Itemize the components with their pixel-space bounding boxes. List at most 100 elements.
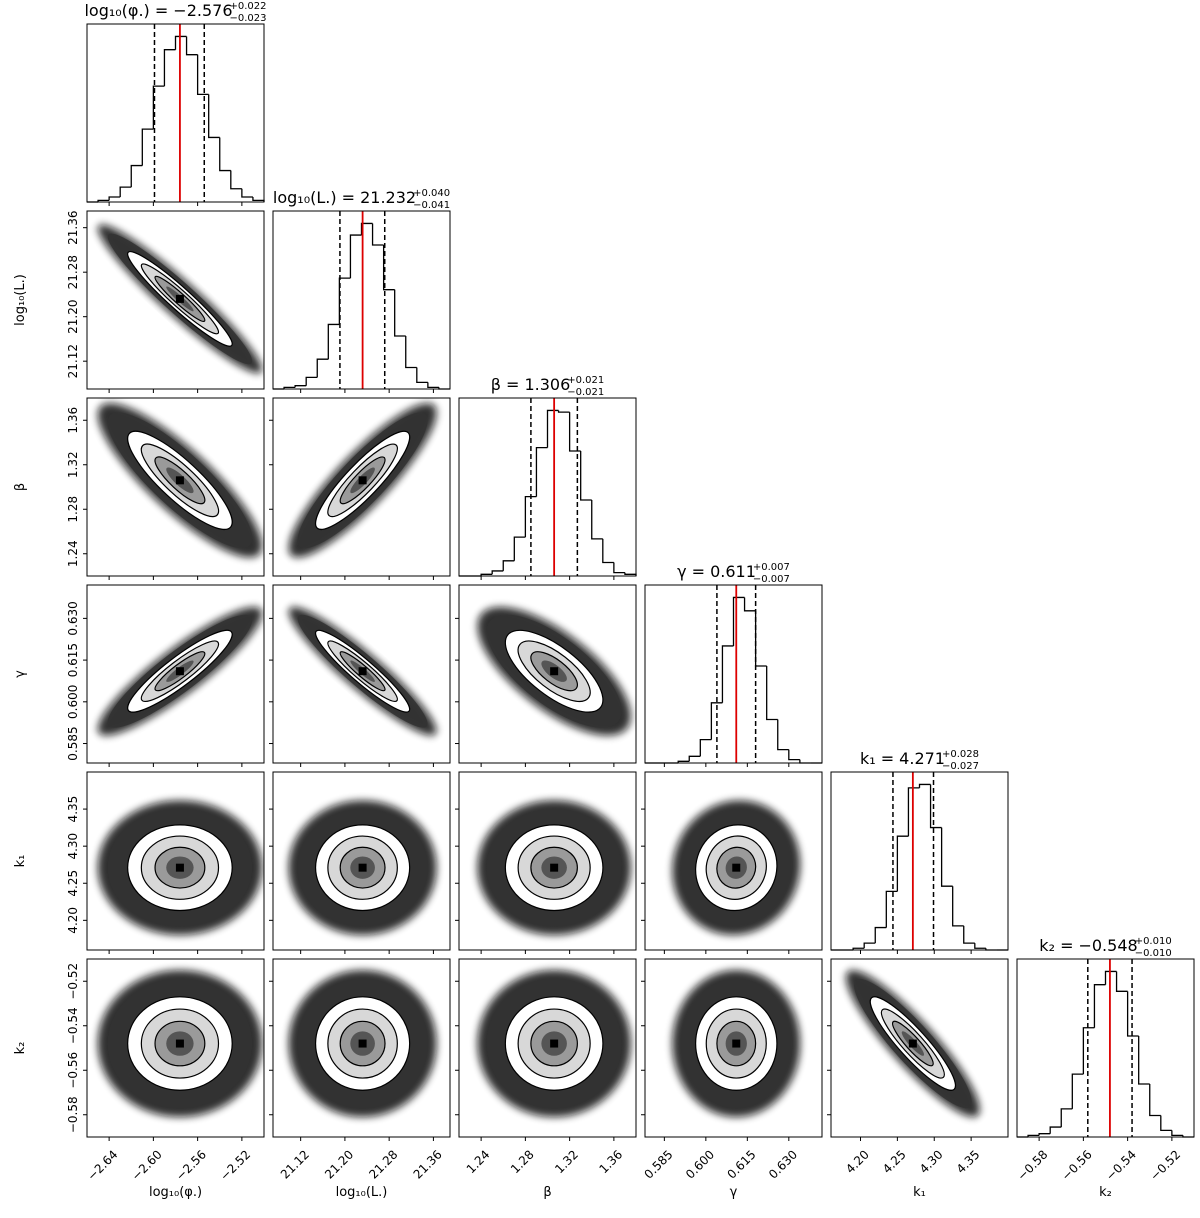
panel-title: log₁₀(L.) = 21.232+0.040−0.041 — [273, 188, 450, 211]
histogram-bin — [130, 164, 143, 188]
histogram-bin — [283, 386, 296, 389]
density — [97, 970, 263, 1117]
title-name: k₂ = — [1039, 936, 1073, 955]
density — [288, 606, 437, 736]
x-tick-label: −2.56 — [173, 1147, 209, 1183]
panel-title: γ = 0.611+0.007−0.007 — [677, 562, 790, 585]
histogram-bin — [185, 36, 198, 56]
histogram-bin — [394, 289, 406, 337]
density — [477, 606, 631, 736]
histogram-bin — [743, 597, 756, 612]
y-tick-label: 4.35 — [66, 796, 80, 823]
y-tick-label: 1.36 — [66, 407, 80, 434]
title-main: log₁₀(L.) = 21.232 — [273, 188, 416, 207]
panel-frame — [458, 584, 637, 764]
density — [97, 606, 263, 736]
histogram-bin — [1104, 970, 1117, 985]
x-tick-label: 21.36 — [411, 1147, 445, 1181]
histogram-bin — [754, 610, 767, 667]
panel-frame — [830, 958, 1009, 1138]
panel-frame — [644, 771, 823, 951]
histogram-bin — [196, 54, 209, 96]
histogram-bin — [1093, 984, 1106, 1028]
histogram-bin — [1126, 991, 1139, 1037]
histogram-bin — [918, 783, 931, 788]
histogram-bin — [1160, 1115, 1172, 1132]
panel-frame — [1016, 958, 1195, 1138]
x-tick-label: 0.600 — [683, 1147, 717, 1181]
histogram-bin — [940, 827, 953, 887]
x-axis-label: log₁₀(L.) — [336, 1185, 388, 1200]
x-axis-label: log₁₀(φ.) — [149, 1185, 202, 1200]
density — [672, 800, 801, 935]
histogram-bin — [710, 702, 723, 740]
histogram-bin — [174, 35, 187, 50]
histogram-bin — [349, 234, 362, 279]
histogram-bin — [568, 412, 581, 452]
histogram-bin — [491, 570, 504, 575]
x-tick-label: −2.64 — [85, 1147, 121, 1183]
histogram-bin — [252, 197, 265, 202]
histogram-bin — [885, 890, 898, 928]
x-tick-label: 4.35 — [954, 1147, 983, 1176]
histogram-bin — [799, 759, 811, 764]
histogram-bin — [524, 495, 537, 538]
median-point — [358, 863, 367, 872]
histogram-bin — [405, 336, 417, 369]
x-tick-label: 0.630 — [766, 1147, 800, 1181]
panel-title: k₂ = −0.548+0.010−0.010 — [1039, 936, 1171, 959]
histogram-bin — [141, 128, 154, 166]
x-tick-label: −2.60 — [129, 1147, 165, 1183]
histogram-bin — [591, 499, 603, 540]
histogram-bin — [1060, 1108, 1073, 1128]
histogram-bin — [580, 451, 592, 501]
histogram-bin — [371, 223, 384, 246]
histogram-bin — [241, 188, 253, 198]
title-name: log₁₀(L.) = — [273, 188, 355, 207]
y-tick-label: 4.25 — [66, 870, 80, 897]
density — [845, 970, 980, 1117]
title-minus: −0.027 — [942, 761, 979, 772]
panel-frame — [86, 210, 265, 390]
histogram-bin — [1115, 971, 1128, 992]
panel-frame — [272, 210, 451, 390]
x-tick-label: −0.52 — [1147, 1147, 1183, 1183]
x-tick-label: 1.28 — [508, 1147, 537, 1176]
median-point — [550, 667, 559, 676]
histogram-bin — [732, 596, 745, 646]
histogram-bin — [974, 943, 986, 949]
x-tick-label: 4.30 — [917, 1147, 946, 1176]
title-median: 0.611 — [710, 562, 756, 581]
x-tick-label: 1.32 — [552, 1147, 581, 1176]
title-name: log₁₀(φ.) = — [84, 1, 168, 20]
panel-frame — [272, 958, 451, 1138]
x-axis-label: γ — [730, 1185, 738, 1200]
histogram-bin — [699, 738, 712, 757]
histogram-bin — [874, 926, 887, 944]
median-point — [550, 863, 559, 872]
histogram-bin — [305, 376, 318, 386]
histogram-bin — [382, 244, 395, 291]
histogram-bin — [219, 137, 231, 172]
x-tick-label: 21.20 — [322, 1147, 356, 1181]
y-axis-label: γ — [13, 670, 28, 678]
title-median: 21.232 — [360, 188, 416, 207]
x-axis-label: k₂ — [1099, 1185, 1112, 1200]
density — [477, 970, 631, 1117]
x-tick-label: 1.24 — [464, 1147, 493, 1176]
title-name: k₁ = — [860, 749, 894, 768]
x-tick-label: 4.25 — [880, 1147, 909, 1176]
panel-title: β = 1.306+0.021−0.021 — [491, 375, 605, 398]
title-main: β = 1.306 — [491, 375, 571, 394]
x-tick-label: 0.585 — [642, 1147, 676, 1181]
panel-frame — [830, 771, 1009, 951]
title-plus: +0.021 — [567, 375, 604, 386]
density — [97, 800, 263, 935]
y-tick-label: 0.600 — [66, 685, 80, 719]
median-point — [550, 1039, 559, 1048]
density — [97, 403, 263, 558]
panel-frame — [272, 771, 451, 951]
histogram-bin — [1082, 1027, 1095, 1075]
y-tick-label: 0.615 — [66, 643, 80, 677]
